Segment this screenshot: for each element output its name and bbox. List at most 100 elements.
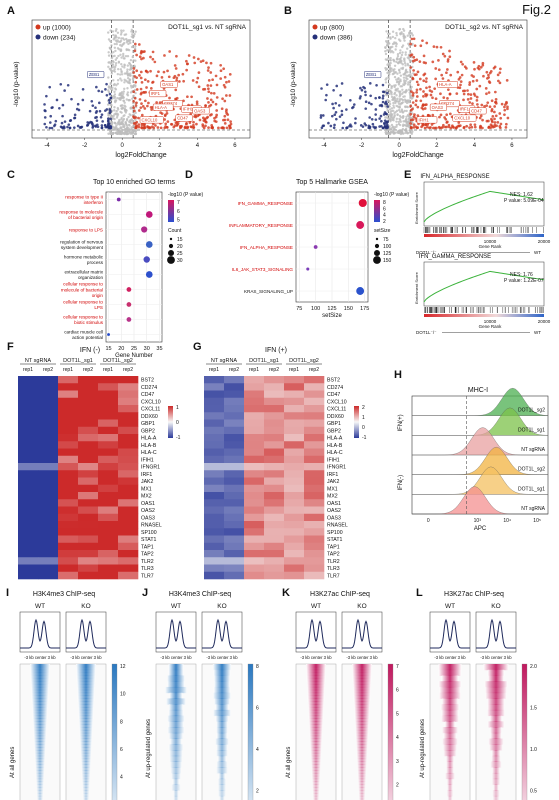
point-ns [112,79,115,82]
point-down [386,125,389,128]
heatmap-row [443,750,457,757]
heatmap-row [80,747,92,751]
heatmap-cell [224,492,245,500]
point-ns [133,64,136,68]
point-up [142,91,146,94]
point-ns [399,78,402,81]
histogram-curve [412,486,548,515]
heatmap-row [79,724,93,728]
point-ns [406,131,409,135]
point-ns [123,125,126,128]
point-down [364,93,367,97]
heatmap-cell [304,542,325,551]
point-up [157,70,160,74]
point-ns [396,53,400,56]
point-up [425,77,428,80]
point-up [418,60,422,63]
point-ns [107,76,110,79]
heatmap-cell [204,426,225,435]
plot-frame [31,19,251,139]
heatmap-cell [284,463,305,471]
heatmap-row [83,798,89,800]
point-down [332,126,336,129]
point-ns [122,54,125,58]
point-down [373,126,377,130]
point-ns [406,70,409,74]
gene-tag-box [192,107,210,115]
point-ns [403,39,406,42]
point-down [359,124,363,127]
category-label: IL6_JAK_STAT3_SIGNALING [232,267,294,272]
heatmap-row [311,770,321,774]
point-ns [399,49,402,52]
heatmap-cell [244,448,265,457]
heatmap-row [33,729,47,734]
heatmap-row [35,770,45,774]
gene-label: CXCL11 [141,407,160,413]
legend-color-tick: 5 [177,218,180,224]
point-up [204,124,207,128]
heatmap-row [31,698,49,702]
point-ns [389,59,392,62]
panel-letter: E [404,169,411,181]
heatmap-row [488,738,504,745]
point-up [480,103,484,107]
category-label: cardiac muscle cell [64,330,103,335]
point-up [229,122,233,126]
point-up [411,118,415,122]
point-up [415,90,418,94]
rank-tick: 20000 [538,239,551,244]
y-axis-label: -log10 (p-value) [13,61,20,107]
point-up [207,90,211,94]
scale-tick: 0.5 [530,789,537,795]
heatmap-cell [38,376,59,384]
data-dot [145,271,153,278]
point-up [197,85,201,89]
heatmap-row [165,698,187,705]
heatmap-cell [58,470,79,478]
point-up [422,73,426,77]
point-ns [113,100,117,103]
gene-label: HLA-C [141,450,157,456]
point-down [60,121,64,125]
scale-bar [521,663,528,800]
profile-frame [295,611,337,653]
point-up [484,86,488,90]
gene-label: TAP1 [327,544,340,550]
point-ns [120,111,123,114]
heatmap-cell [18,477,39,486]
point-down [360,88,364,92]
point-ns [123,101,126,104]
point-down [66,83,70,87]
wt-label: WT [445,603,455,610]
heatmap-row [216,721,228,728]
heatmap-cell [204,477,225,486]
gene-tag-label: CXCL10 [142,117,158,122]
point-up [134,80,138,84]
heatmap-cell [304,506,325,515]
heatmap-ylabel: At up-regulated genes [146,719,152,778]
heatmap-row [306,672,326,676]
gene-label: HLA-A [327,436,343,442]
heatmap-row [441,698,459,705]
heatmap-row [443,744,457,751]
heatmap-cell [304,550,325,558]
point-ns [128,82,132,85]
point-ns [386,109,389,112]
heatmap-row [354,704,370,708]
point-up [487,80,491,83]
heatmap-cell [98,542,119,551]
point-ns [404,119,408,122]
point-up [424,123,428,127]
gene-tag-box [469,107,487,115]
point-down [70,97,73,101]
gene-label: TAP2 [327,552,340,558]
heatmap-cell [264,528,285,536]
point-up [175,76,179,80]
point-ns [388,105,391,108]
figure-label: Fig.2 [522,2,551,17]
point-ns [385,89,388,93]
point-down [58,107,61,110]
point-up [475,79,479,82]
point-ns [120,31,123,34]
